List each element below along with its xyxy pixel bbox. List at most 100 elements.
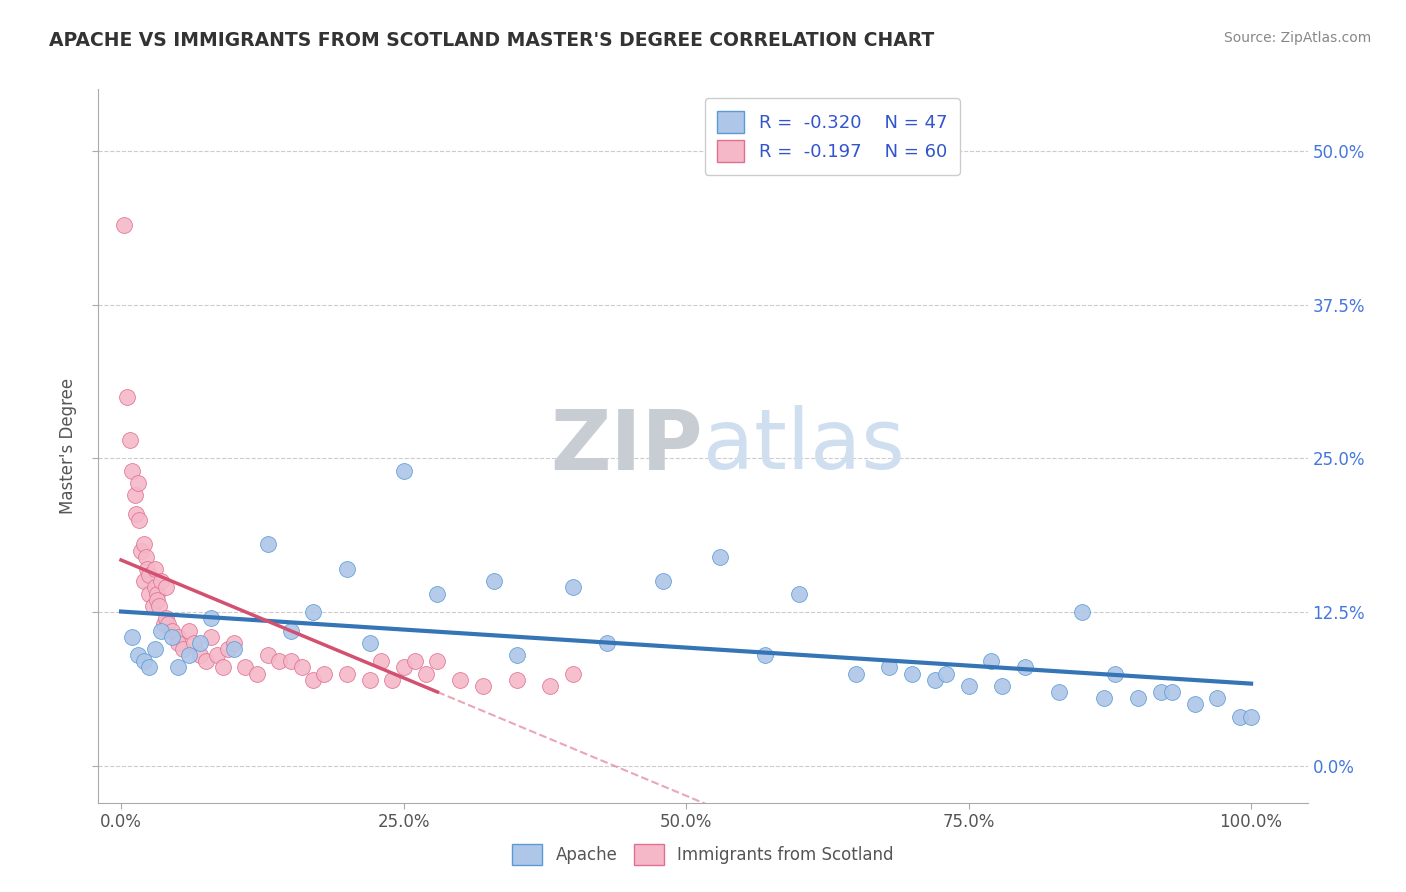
Point xyxy=(135,549,157,564)
Point xyxy=(148,599,170,613)
Point xyxy=(359,673,381,687)
Point xyxy=(138,568,160,582)
Point xyxy=(217,642,239,657)
Point xyxy=(246,666,269,681)
Point xyxy=(257,537,280,551)
Point xyxy=(188,648,211,662)
Point xyxy=(257,648,280,662)
Point xyxy=(291,660,314,674)
Point xyxy=(183,636,205,650)
Point xyxy=(1092,691,1115,706)
Point xyxy=(1070,605,1092,619)
Text: Source: ZipAtlas.com: Source: ZipAtlas.com xyxy=(1223,31,1371,45)
Point xyxy=(280,624,302,638)
Point xyxy=(112,218,135,232)
Point xyxy=(787,587,810,601)
Point xyxy=(205,648,228,662)
Point xyxy=(136,562,159,576)
Point xyxy=(1126,691,1149,706)
Point xyxy=(471,679,494,693)
Point xyxy=(115,390,138,404)
Point xyxy=(128,513,150,527)
Point xyxy=(314,666,336,681)
Point xyxy=(359,636,381,650)
Point xyxy=(155,611,177,625)
Point xyxy=(127,475,149,490)
Point xyxy=(132,537,155,551)
Point xyxy=(1229,709,1251,723)
Point xyxy=(121,464,143,478)
Point xyxy=(1206,691,1229,706)
Point xyxy=(222,636,245,650)
Point xyxy=(146,587,169,601)
Point xyxy=(153,617,176,632)
Point xyxy=(194,654,217,668)
Point xyxy=(924,673,946,687)
Point xyxy=(125,507,148,521)
Point xyxy=(336,666,359,681)
Legend: Apache, Immigrants from Scotland: Apache, Immigrants from Scotland xyxy=(503,836,903,873)
Point xyxy=(1014,660,1036,674)
Point xyxy=(404,654,426,668)
Point xyxy=(415,666,437,681)
Point xyxy=(269,654,291,668)
Point xyxy=(157,617,180,632)
Point xyxy=(505,673,527,687)
Point xyxy=(124,488,146,502)
Point xyxy=(1104,666,1126,681)
Point xyxy=(652,574,675,589)
Text: atlas: atlas xyxy=(703,406,904,486)
Point xyxy=(991,679,1014,693)
Point xyxy=(336,562,359,576)
Point xyxy=(426,587,449,601)
Point xyxy=(222,642,245,657)
Point xyxy=(138,587,160,601)
Point xyxy=(121,630,143,644)
Point xyxy=(562,666,585,681)
Point xyxy=(211,660,233,674)
Point xyxy=(188,636,211,650)
Point xyxy=(957,679,980,693)
Point xyxy=(166,636,188,650)
Point xyxy=(200,611,222,625)
Point xyxy=(146,592,169,607)
Point xyxy=(172,642,194,657)
Point xyxy=(280,654,302,668)
Point xyxy=(138,660,160,674)
Point xyxy=(132,574,155,589)
Point xyxy=(879,660,901,674)
Point xyxy=(845,666,868,681)
Point xyxy=(370,654,392,668)
Point xyxy=(166,630,188,644)
Point xyxy=(392,464,415,478)
Point xyxy=(233,660,256,674)
Point xyxy=(143,562,166,576)
Point xyxy=(381,673,404,687)
Point xyxy=(177,624,200,638)
Text: ZIP: ZIP xyxy=(551,406,703,486)
Point xyxy=(709,549,731,564)
Point xyxy=(142,599,165,613)
Point xyxy=(149,624,172,638)
Point xyxy=(538,679,561,693)
Point xyxy=(143,642,166,657)
Point xyxy=(177,648,200,662)
Point xyxy=(120,433,142,447)
Point xyxy=(302,605,325,619)
Point xyxy=(449,673,471,687)
Y-axis label: Master's Degree: Master's Degree xyxy=(59,378,77,514)
Point xyxy=(132,654,155,668)
Point xyxy=(901,666,924,681)
Point xyxy=(482,574,505,589)
Point xyxy=(1240,709,1263,723)
Point xyxy=(131,543,153,558)
Point xyxy=(1161,685,1184,699)
Point xyxy=(166,660,188,674)
Point xyxy=(127,648,149,662)
Point xyxy=(160,624,183,638)
Point xyxy=(505,648,527,662)
Point xyxy=(754,648,776,662)
Point xyxy=(1150,685,1173,699)
Point xyxy=(149,574,172,589)
Point xyxy=(200,630,222,644)
